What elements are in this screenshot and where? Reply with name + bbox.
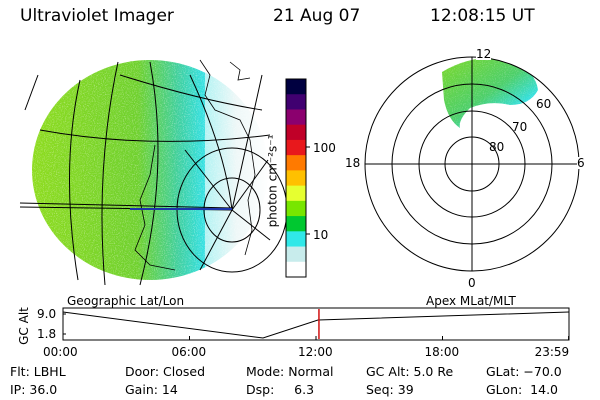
- timeline-x-tick-label: 18:00: [424, 345, 460, 359]
- timeline-x-ticks: [62, 336, 570, 340]
- timeline-x-tick-label: 12:00: [298, 345, 333, 359]
- timeline-plot: [62, 307, 570, 341]
- mlt-label-0: 0: [468, 276, 476, 290]
- globe-image: [19, 59, 288, 286]
- lat-label-70: 70: [512, 120, 528, 134]
- status-flt: Flt: LBHL: [10, 364, 66, 379]
- colorbar-swatch: [286, 139, 306, 156]
- timeline-right-title: Apex MLat/MLT: [426, 294, 516, 308]
- date-label: 21 Aug 07: [273, 6, 361, 26]
- status-gain: Gain: 14: [125, 382, 178, 397]
- lat-label-80: 80: [489, 140, 505, 154]
- colorbar-tick-100: 100: [313, 141, 336, 155]
- colorbar-swatch: [286, 94, 306, 110]
- colorbar-swatch: [286, 79, 306, 95]
- colorbar-swatch: [286, 155, 306, 171]
- instrument-title: Ultraviolet Imager: [20, 6, 174, 26]
- colorbar-swatch: [286, 124, 306, 141]
- colorbar-swatch: [286, 261, 306, 278]
- colorbar-tick-10: 10: [313, 228, 329, 242]
- colorbar-swatch: [286, 185, 306, 202]
- colorbar-swatch: [286, 200, 306, 217]
- timeline-left-title: Geographic Lat/Lon: [67, 294, 185, 308]
- timeline-x-tick-label: 06:00: [171, 345, 207, 359]
- colorbar-unit-label: photon cm⁻²s⁻¹: [265, 134, 280, 228]
- mlt-label-12: 12: [476, 47, 492, 61]
- colorbar-frame: [285, 78, 307, 278]
- timeline-ytick-min: 1.8: [37, 327, 57, 341]
- altitude-curve: [62, 311, 570, 339]
- polar-plot: [364, 56, 580, 272]
- time-label: 12:08:15 UT: [430, 6, 535, 26]
- status-glat: GLat: −70.0: [486, 364, 562, 379]
- mlt-label-6: 6: [577, 156, 585, 170]
- colorbar-swatch: [286, 216, 306, 232]
- status-ip: IP: 36.0: [10, 382, 58, 397]
- timeline-x-tick-label: 00:00: [43, 345, 78, 359]
- timeline-x-tick-label: 23:59: [534, 345, 570, 359]
- colorbar: [285, 78, 310, 278]
- mlt-label-18: 18: [345, 156, 361, 170]
- status-mode: Mode: Normal: [246, 364, 334, 379]
- status-seq: Seq: 39: [366, 382, 414, 397]
- timeline-axis-label: GC Alt: [16, 307, 31, 345]
- timeline-ytick-max: 9.0: [37, 307, 57, 321]
- colorbar-swatch: [286, 246, 306, 263]
- status-glon: GLon: 14.0: [486, 382, 558, 397]
- colorbar-swatch: [286, 170, 306, 187]
- status-gcalt: GC Alt: 5.0 Re: [366, 364, 454, 379]
- lat-label-60: 60: [536, 97, 552, 111]
- status-door: Door: Closed: [125, 364, 206, 379]
- colorbar-swatch: [286, 109, 306, 126]
- colorbar-swatch: [286, 231, 306, 248]
- status-dsp: Dsp: 6.3: [246, 382, 315, 397]
